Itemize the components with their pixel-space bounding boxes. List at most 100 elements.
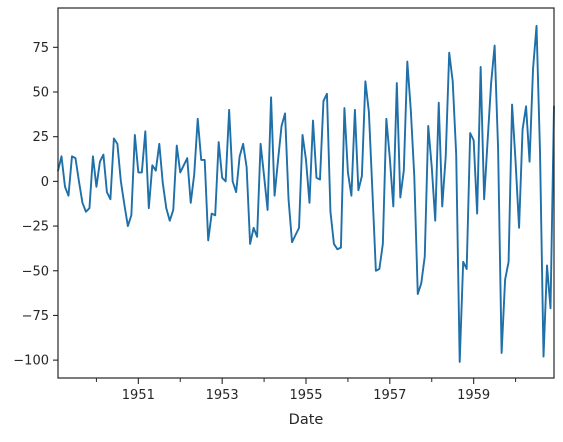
- data-point: [448, 52, 450, 54]
- data-point: [89, 207, 91, 209]
- data-point: [186, 157, 188, 159]
- data-point: [110, 198, 112, 200]
- data-point: [138, 172, 140, 174]
- data-point: [267, 209, 269, 211]
- data-point: [365, 80, 367, 82]
- data-point: [340, 247, 342, 249]
- data-point: [75, 157, 77, 159]
- data-point: [99, 161, 101, 163]
- data-point: [249, 243, 251, 245]
- data-point: [85, 211, 87, 213]
- data-point: [92, 156, 94, 158]
- x-tick-label: 1959: [457, 388, 490, 403]
- data-point: [434, 220, 436, 222]
- data-point: [106, 191, 108, 193]
- data-point: [291, 241, 293, 243]
- x-tick-label: 1951: [122, 388, 155, 403]
- data-point: [302, 134, 304, 136]
- y-tick-label: 25: [32, 130, 49, 145]
- data-point: [305, 159, 307, 161]
- x-tick-label: 1957: [373, 388, 406, 403]
- x-axis: 1951 1953 1955 1957 1959: [95, 378, 517, 403]
- data-point: [68, 195, 70, 197]
- data-point: [71, 156, 73, 158]
- data-point: [393, 206, 395, 208]
- data-point: [441, 206, 443, 208]
- data-point: [193, 173, 195, 175]
- data-point: [78, 181, 80, 183]
- plot-frame: [57, 7, 555, 379]
- data-point: [358, 190, 360, 192]
- data-point: [508, 261, 510, 263]
- data-point: [543, 356, 545, 358]
- y-axis: 75 50 25 0 −25 −50 −75 −100: [13, 41, 58, 369]
- data-point: [260, 143, 262, 145]
- data-point: [117, 143, 119, 145]
- data-point: [347, 172, 349, 174]
- data-point: [61, 156, 63, 158]
- data-point: [389, 157, 391, 159]
- data-point: [197, 118, 199, 120]
- data-point: [372, 190, 374, 192]
- data-point: [316, 177, 318, 179]
- y-tick-label: 75: [32, 41, 49, 56]
- data-point: [546, 265, 548, 267]
- data-point: [246, 166, 248, 168]
- data-point: [256, 236, 258, 238]
- data-point: [169, 220, 171, 222]
- data-point: [420, 282, 422, 284]
- data-point: [424, 256, 426, 258]
- data-point: [218, 141, 220, 143]
- data-point: [490, 82, 492, 84]
- data-point: [494, 45, 496, 47]
- data-point: [221, 177, 223, 179]
- data-point: [326, 93, 328, 95]
- data-point: [134, 134, 136, 136]
- data-point: [459, 361, 461, 363]
- data-point: [277, 159, 279, 161]
- data-point: [298, 227, 300, 229]
- data-point: [207, 240, 209, 242]
- data-point: [375, 270, 377, 272]
- y-tick-label: −75: [22, 309, 49, 324]
- data-point: [127, 225, 129, 227]
- y-tick-label: 0: [41, 175, 49, 190]
- data-point: [431, 166, 433, 168]
- data-point: [337, 249, 339, 251]
- data-point: [480, 66, 482, 68]
- data-point: [312, 120, 314, 122]
- data-point: [379, 268, 381, 270]
- data-point: [532, 68, 534, 70]
- data-point: [183, 164, 185, 166]
- data-point: [550, 307, 552, 309]
- data-point: [354, 109, 356, 111]
- data-point: [413, 175, 415, 177]
- data-point: [483, 198, 485, 200]
- data-point: [309, 202, 311, 204]
- data-point: [323, 100, 325, 102]
- data-point: [242, 143, 244, 145]
- data-point: [330, 211, 332, 213]
- data-point: [274, 195, 276, 197]
- y-tick-label: −50: [22, 264, 49, 279]
- data-point: [344, 107, 346, 109]
- data-point: [410, 109, 412, 111]
- data-point: [536, 25, 538, 27]
- x-axis-label: Date: [289, 412, 324, 428]
- y-tick-label: 50: [32, 86, 49, 101]
- plot-background: [58, 8, 554, 378]
- data-point: [515, 161, 517, 163]
- data-point: [368, 111, 370, 113]
- data-point: [228, 109, 230, 111]
- data-point: [239, 156, 241, 158]
- data-point: [225, 181, 227, 183]
- data-point: [501, 352, 503, 354]
- data-point: [522, 129, 524, 131]
- data-point: [333, 243, 335, 245]
- data-point: [179, 172, 181, 174]
- data-point: [190, 202, 192, 204]
- data-point: [64, 186, 66, 188]
- data-point: [284, 113, 286, 115]
